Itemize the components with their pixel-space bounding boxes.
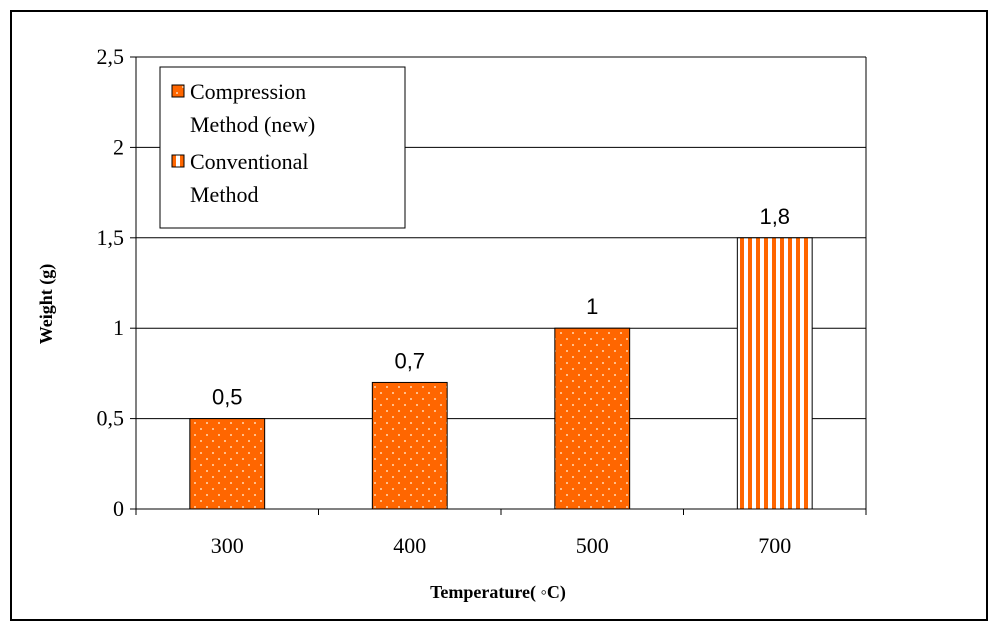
- data-label: 1: [586, 294, 598, 319]
- y-tick-label: 2,5: [97, 44, 125, 69]
- x-tick-label: 400: [393, 533, 426, 558]
- x-axis-title: Temperature( ◦C): [430, 582, 566, 603]
- legend: Compression Method (new) Conventional Me…: [159, 66, 406, 229]
- y-tick-label: 0: [113, 496, 124, 521]
- x-tick-label: 700: [758, 533, 791, 558]
- legend-label-compression-line1: Compression: [190, 79, 306, 104]
- data-label: 0,5: [212, 385, 243, 410]
- data-label: 0,7: [394, 348, 425, 373]
- legend-swatch-conventional: [171, 154, 185, 168]
- legend-label-conventional-line1: Conventional: [190, 149, 309, 174]
- y-tick-label: 1,5: [97, 225, 125, 250]
- x-tick-label: 300: [211, 533, 244, 558]
- legend-label-compression-line2: Method (new): [190, 112, 315, 137]
- legend-swatch-compression: [171, 84, 185, 98]
- data-label: 1,8: [759, 204, 790, 229]
- x-tick-label: 500: [576, 533, 609, 558]
- bar: [189, 418, 266, 510]
- bar: [736, 237, 813, 510]
- chart-frame: 0 0,5 1 1,5 2 2,5 300 0,5 400 0,7 500 1 700 1,8 Weigh…: [10, 10, 988, 621]
- y-axis-title: Weight (g): [36, 264, 57, 345]
- legend-box: [159, 66, 406, 229]
- legend-label-conventional-line2: Method: [190, 182, 258, 207]
- bar: [371, 381, 448, 510]
- bar-chart: 0 0,5 1 1,5 2 2,5 300 0,5 400 0,7 500 1 700 1,8 Weigh…: [36, 44, 867, 603]
- y-tick-label: 1: [113, 315, 124, 340]
- y-tick-label: 2: [113, 134, 124, 159]
- bar: [554, 327, 631, 510]
- y-tick-label: 0,5: [97, 406, 125, 431]
